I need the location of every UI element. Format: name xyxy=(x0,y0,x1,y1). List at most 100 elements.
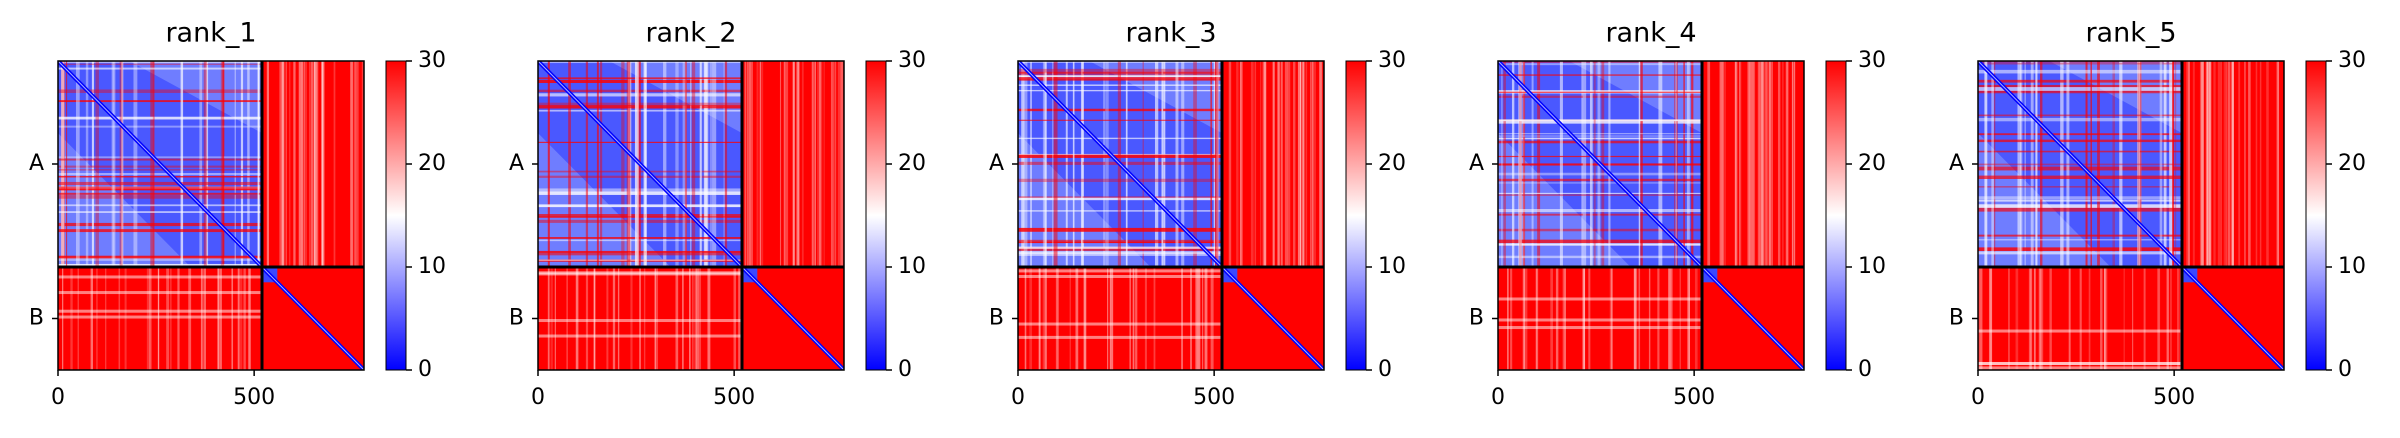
axes-frame xyxy=(537,60,845,371)
stripe xyxy=(1498,120,1702,124)
stripe xyxy=(58,89,262,93)
stripe xyxy=(1978,117,2182,122)
stripe xyxy=(1196,267,1200,370)
stripe xyxy=(1675,61,1679,267)
stripe xyxy=(762,61,764,267)
stripe xyxy=(2069,267,2071,370)
stripe xyxy=(709,61,713,267)
stripe xyxy=(538,250,742,253)
stripe xyxy=(1683,61,1685,267)
stripe xyxy=(58,176,262,178)
diagonal-core xyxy=(1978,61,2284,370)
stripe xyxy=(1498,155,1702,158)
stripe xyxy=(1978,90,2182,94)
x-tick-label: 0 xyxy=(1971,385,1985,410)
stripe xyxy=(796,61,799,267)
stripe xyxy=(654,267,656,370)
stripe xyxy=(58,173,262,176)
stripe xyxy=(1216,61,1220,267)
stripe xyxy=(1080,61,1083,267)
stripe xyxy=(1018,108,1222,112)
stripe xyxy=(1125,61,1128,267)
stripe xyxy=(837,61,841,267)
stripe xyxy=(301,61,303,267)
stripe xyxy=(1498,239,1702,244)
stripe xyxy=(310,61,313,267)
stripe xyxy=(1075,267,1079,370)
stripe xyxy=(2112,61,2116,267)
stripe xyxy=(2104,267,2108,370)
stripe xyxy=(1042,267,1045,370)
stripe xyxy=(333,61,336,267)
stripe xyxy=(282,61,285,267)
stripe xyxy=(1042,61,1046,267)
stripe xyxy=(1501,61,1503,267)
stripe xyxy=(121,61,124,267)
stripe xyxy=(1181,61,1185,267)
stripe xyxy=(2199,61,2203,267)
stripe xyxy=(1103,61,1105,267)
stripe xyxy=(1768,61,1772,267)
stripe xyxy=(1734,61,1737,267)
stripe xyxy=(2177,267,2179,370)
stripe xyxy=(58,195,262,199)
stripe xyxy=(692,267,694,370)
stripe xyxy=(1719,61,1721,267)
stripe xyxy=(1018,119,1222,121)
stripe xyxy=(1213,61,1216,267)
stripe xyxy=(1498,192,1702,194)
stripe xyxy=(1181,267,1183,370)
stripe xyxy=(2015,267,2019,370)
stripe xyxy=(58,229,262,233)
stripe xyxy=(1674,61,1676,267)
stripe xyxy=(792,61,795,267)
stripe xyxy=(538,102,742,106)
stripe xyxy=(1978,133,2182,136)
colorbar-tick-label: 0 xyxy=(1378,357,1392,382)
colorbar-tick-label: 10 xyxy=(1378,254,1406,279)
stripe xyxy=(58,156,262,159)
stripe xyxy=(1018,84,1222,86)
stripe xyxy=(2019,61,2023,267)
stripe xyxy=(281,61,284,267)
stripe xyxy=(2244,61,2246,267)
stripe xyxy=(1498,213,1702,216)
heatmap xyxy=(1018,61,1324,370)
stripe xyxy=(2202,61,2205,267)
stripe xyxy=(2159,61,2163,267)
stripe xyxy=(2255,61,2258,267)
stripe xyxy=(1228,61,1232,267)
stripe xyxy=(2085,61,2088,267)
stripe xyxy=(2123,267,2125,370)
colorbar-tick-label: 20 xyxy=(1858,151,1886,176)
stripe xyxy=(1978,196,2182,200)
stripe xyxy=(1072,61,1075,267)
stripe xyxy=(1498,243,1702,246)
panel-title: rank_5 xyxy=(2085,18,2176,49)
stripe xyxy=(1747,61,1750,267)
stripe xyxy=(58,315,262,319)
stripe xyxy=(1978,234,2182,237)
stripe xyxy=(2207,61,2211,267)
stripe xyxy=(2104,267,2106,370)
stripe xyxy=(1989,267,1993,370)
stripe xyxy=(1991,61,1994,267)
stripe xyxy=(2223,61,2225,267)
heatmap xyxy=(1978,61,2284,370)
colorbar-tick-label: 20 xyxy=(2338,151,2366,176)
stripe xyxy=(1018,71,1222,74)
stripe xyxy=(1978,267,1981,370)
stripe xyxy=(1018,335,1222,339)
stripe xyxy=(1272,61,1275,267)
panel-title: rank_3 xyxy=(1125,18,1216,49)
stripe xyxy=(1023,61,1028,267)
stripe xyxy=(1210,61,1212,267)
stripe xyxy=(1498,91,1702,93)
stripe xyxy=(58,275,262,279)
stripe xyxy=(1503,61,1506,267)
stripe xyxy=(1762,61,1765,267)
stripe xyxy=(2137,61,2142,267)
stripe xyxy=(1978,87,2182,91)
stripe xyxy=(2201,61,2204,267)
